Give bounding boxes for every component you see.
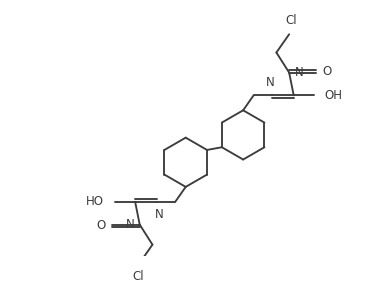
Text: N: N	[295, 66, 303, 79]
Text: N: N	[125, 218, 134, 231]
Text: N: N	[266, 76, 274, 89]
Text: OH: OH	[325, 89, 343, 102]
Text: O: O	[97, 219, 106, 232]
Text: N: N	[154, 208, 163, 221]
Text: HO: HO	[86, 195, 104, 208]
Text: Cl: Cl	[285, 14, 297, 27]
Text: Cl: Cl	[132, 270, 144, 281]
Text: O: O	[323, 65, 332, 78]
